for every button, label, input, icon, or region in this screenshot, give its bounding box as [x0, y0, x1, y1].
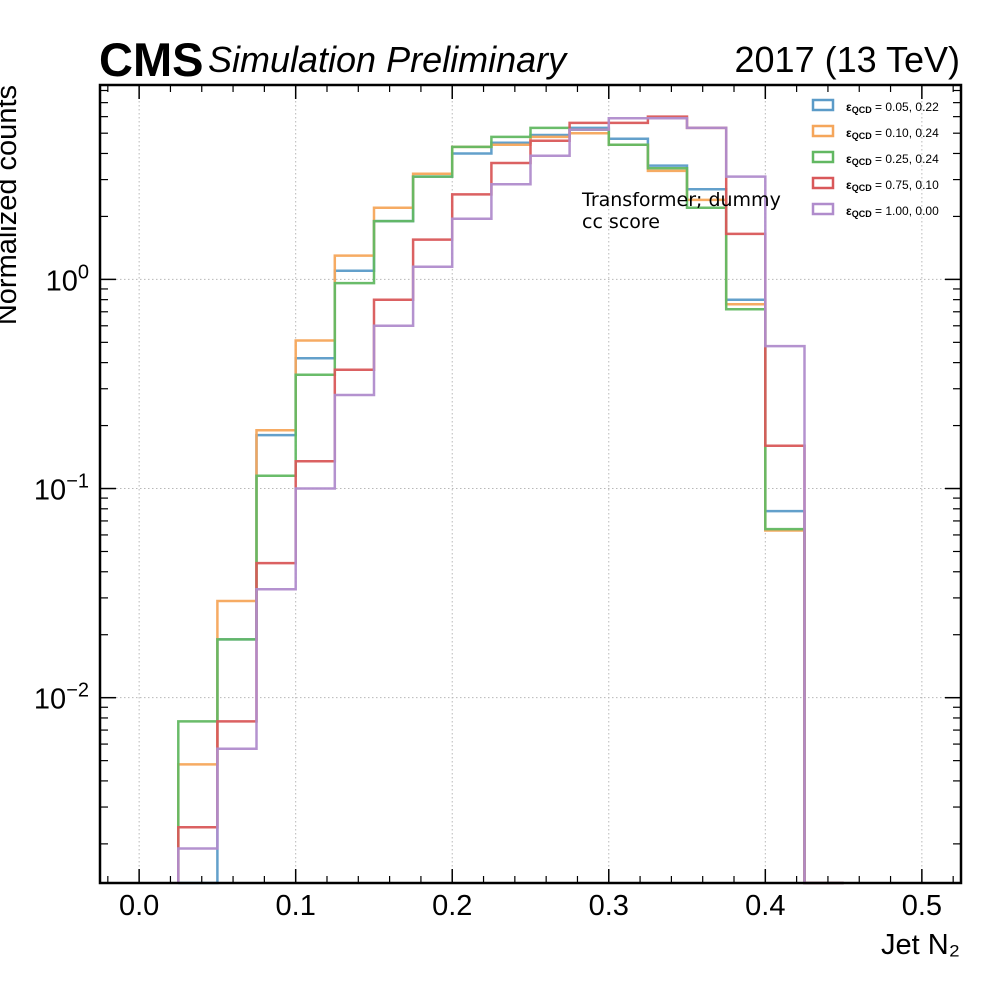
legend-entry-label: εQCD = 0.05, 0.22	[846, 100, 939, 115]
y-tick-label: 10−1	[34, 471, 89, 507]
legend-entry-label: εQCD = 0.25, 0.24	[846, 152, 939, 167]
cms-label: CMS	[99, 33, 203, 86]
annotation-line: Transformer; dummy	[581, 189, 781, 211]
ticks: 0.0 0.1 0.2 0.3 0.4 0.5 10−2 10−1 100	[34, 85, 961, 922]
status-label: Simulation Preliminary	[208, 39, 568, 80]
legend-swatch	[811, 202, 835, 216]
grid	[100, 85, 961, 883]
histogram-series-1	[178, 126, 844, 885]
y-axis-title: Normalized counts	[0, 85, 23, 325]
x-tick-label: 0.5	[902, 890, 942, 922]
plot-frame	[98, 83, 963, 885]
x-tick-label: 0.3	[589, 890, 629, 922]
lumi-label: 2017 (13 TeV)	[735, 39, 961, 80]
legend: εQCD = 0.05, 0.22 εQCD = 0.10, 0.24 εQCD =…	[811, 98, 939, 219]
histogram-series-4	[177, 115, 844, 885]
histogram-series-5	[177, 116, 844, 885]
x-tick-label: 0.2	[432, 890, 472, 922]
legend-entry-label: εQCD = 0.10, 0.24	[846, 126, 939, 141]
histogram-series-group	[177, 115, 844, 885]
legend-swatch	[811, 150, 835, 164]
legend-entry-label: εQCD = 0.75, 0.10	[846, 178, 939, 193]
legend-entry-label: εQCD = 1.00, 0.00	[846, 204, 939, 219]
x-tick-label: 0.4	[745, 890, 785, 922]
legend-swatch	[811, 98, 835, 112]
x-tick-label: 0.0	[119, 890, 159, 922]
y-tick-label: 10−2	[34, 680, 89, 716]
y-tick-label: 100	[46, 261, 89, 297]
legend-swatch	[811, 124, 835, 138]
annotation-line: cc score	[582, 211, 660, 233]
histogram-series-3	[177, 126, 844, 885]
histogram-series-2	[177, 131, 844, 885]
legend-swatch	[811, 176, 835, 190]
x-axis-title: Jet N₂	[881, 929, 960, 961]
x-tick-label: 0.1	[276, 890, 316, 922]
